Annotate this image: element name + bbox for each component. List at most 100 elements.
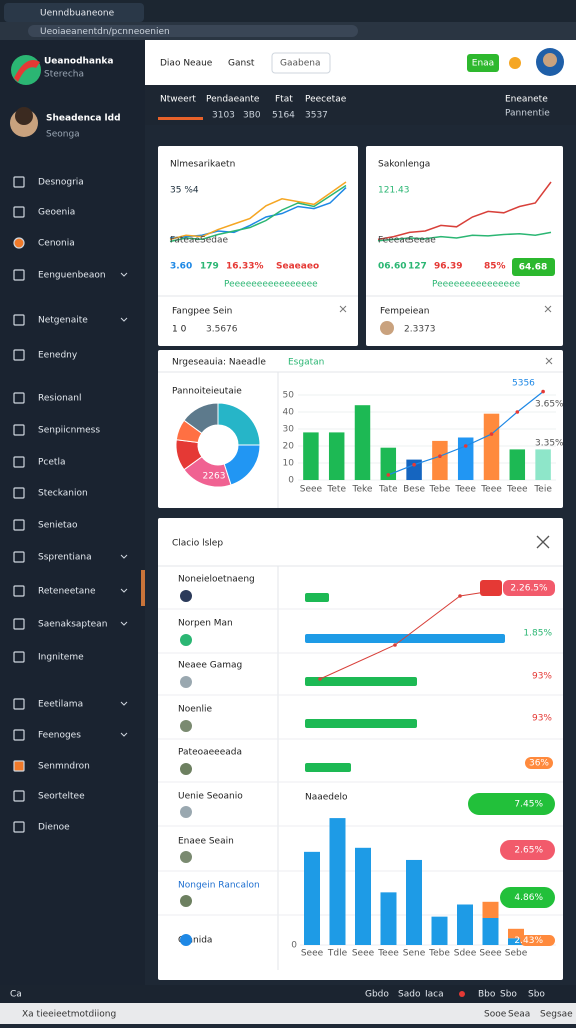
nav-item[interactable]: Senmndron bbox=[38, 762, 90, 772]
nav-item[interactable]: Feenoges bbox=[38, 731, 81, 741]
nav-item[interactable]: Dienoe bbox=[38, 823, 70, 833]
nav-item[interactable]: Ingniteme bbox=[38, 653, 84, 663]
row-icon bbox=[180, 851, 192, 863]
row-note: 2.26.5% bbox=[510, 584, 548, 594]
stat: 06.60 bbox=[378, 262, 406, 272]
x-tick-label: Bese bbox=[403, 485, 425, 495]
nav-item[interactable]: Senietao bbox=[38, 521, 78, 531]
legend: Feeeae bbox=[378, 236, 411, 246]
nav-icon bbox=[13, 269, 25, 281]
pill-label: 4.86% bbox=[514, 893, 543, 903]
tab-label[interactable]: Ntweert bbox=[160, 95, 196, 105]
nav-item[interactable]: Saenaksaptean bbox=[38, 620, 107, 630]
footer-item[interactable]: Sbo bbox=[500, 990, 517, 1000]
nav-icon bbox=[13, 519, 25, 531]
nav-item[interactable]: Ssprentiana bbox=[38, 553, 92, 563]
stat: 3.60 bbox=[170, 262, 192, 272]
row-label: Enaee Seain bbox=[178, 837, 234, 847]
note: 5356 bbox=[512, 379, 535, 389]
row-note: 36% bbox=[529, 759, 549, 769]
tab-value: 3537 bbox=[305, 111, 328, 121]
x-tick-label: Seee bbox=[301, 949, 324, 959]
line-series bbox=[377, 181, 552, 241]
nav-item[interactable]: Seorteltee bbox=[38, 792, 85, 802]
footer-item[interactable]: Sbo bbox=[528, 990, 545, 1000]
nav-item[interactable]: Desnogria bbox=[38, 178, 84, 188]
nav-icon bbox=[13, 392, 25, 404]
header bbox=[145, 40, 576, 85]
brand-logo bbox=[11, 55, 41, 85]
nav-item[interactable]: Steckanion bbox=[38, 489, 88, 499]
trend-point bbox=[386, 473, 391, 477]
close-icon bbox=[544, 305, 552, 313]
badge-label: 64.68 bbox=[519, 263, 547, 273]
tab-right: Pannentie bbox=[505, 109, 550, 119]
footer-item[interactable]: Gbdo bbox=[365, 990, 389, 1000]
select[interactable]: Gaabena bbox=[280, 59, 320, 69]
nav-item[interactable]: Reteneetane bbox=[38, 587, 96, 597]
active-tab bbox=[4, 3, 144, 22]
pill bbox=[520, 935, 555, 946]
profile-name: Sheadenca ldd bbox=[46, 114, 121, 124]
tab-underline bbox=[158, 117, 203, 120]
trend-point bbox=[412, 462, 416, 467]
x-tick-label: Seee bbox=[300, 485, 323, 495]
row-bar bbox=[305, 719, 417, 728]
tab-title: Uenndbuaneone bbox=[40, 9, 115, 19]
tab-label[interactable]: Peecetae bbox=[305, 95, 347, 105]
x-tick-label: Teee bbox=[480, 485, 502, 495]
row-icon bbox=[180, 763, 192, 775]
row-trend-point bbox=[458, 594, 462, 598]
row-icon bbox=[180, 634, 192, 646]
row-icon bbox=[180, 934, 192, 946]
stat: 16.33% bbox=[226, 262, 264, 272]
filter: Ganst bbox=[228, 59, 255, 69]
nav-icon bbox=[13, 651, 25, 663]
line-series bbox=[169, 184, 347, 243]
status: Xa tieeieetmotdiiong bbox=[22, 1010, 116, 1020]
chevron bbox=[120, 588, 128, 593]
nav-item[interactable]: Resionanl bbox=[38, 394, 82, 404]
pill-label: 2.65% bbox=[514, 846, 543, 856]
footer-item[interactable]: Bbo bbox=[478, 990, 496, 1000]
pill-label: 2.43% bbox=[514, 936, 543, 946]
row-bar bbox=[305, 677, 417, 686]
nav-item[interactable]: Netgenaite bbox=[38, 316, 88, 326]
tab-value: 5164 bbox=[272, 111, 295, 121]
card bbox=[158, 518, 563, 980]
nav-item[interactable]: Eenguenbeaon bbox=[38, 271, 106, 281]
card-title: Sakonlenga bbox=[378, 160, 430, 170]
bar bbox=[508, 928, 524, 939]
chevron bbox=[120, 554, 128, 559]
row-bar bbox=[305, 634, 505, 643]
close-icon bbox=[545, 357, 553, 365]
nav-item[interactable]: Geoenia bbox=[38, 208, 75, 218]
brand-logo-accent bbox=[14, 60, 40, 82]
nav-item[interactable]: Senpiicnmess bbox=[38, 426, 100, 436]
nav-item[interactable]: Eeetilama bbox=[38, 700, 83, 710]
row-label: Nongein Rancalon bbox=[178, 881, 260, 891]
footer-value: 2.3373 bbox=[404, 325, 436, 335]
tab-label[interactable]: Ftat bbox=[275, 95, 293, 105]
x-tick-label: Tete bbox=[326, 485, 346, 495]
footer-item[interactable]: Iaca bbox=[425, 990, 444, 1000]
nav-item[interactable]: Cenonia bbox=[38, 239, 75, 249]
y-tick-label: 20 bbox=[283, 442, 295, 452]
close-icon bbox=[339, 305, 347, 313]
nav-item[interactable]: Pcetla bbox=[38, 458, 65, 468]
nav-icon bbox=[13, 618, 25, 630]
footer-value: 1 0 bbox=[172, 325, 187, 335]
status-bar bbox=[0, 1003, 576, 1024]
nav-icon bbox=[13, 349, 25, 361]
row-bar bbox=[305, 593, 329, 602]
trend-point bbox=[541, 389, 545, 394]
y-tick-label: 30 bbox=[283, 425, 295, 435]
stat: 179 bbox=[200, 262, 219, 272]
tab-label[interactable]: Pendaeante bbox=[206, 95, 260, 105]
y-tick-label: 10 bbox=[283, 459, 295, 469]
nav-icon bbox=[13, 176, 25, 188]
header-button-label[interactable]: Enaa bbox=[472, 59, 494, 69]
nav-item[interactable]: Eenedny bbox=[38, 351, 78, 361]
footer-item[interactable]: Sado bbox=[398, 990, 421, 1000]
x-tick-label: Sdee bbox=[454, 949, 477, 959]
